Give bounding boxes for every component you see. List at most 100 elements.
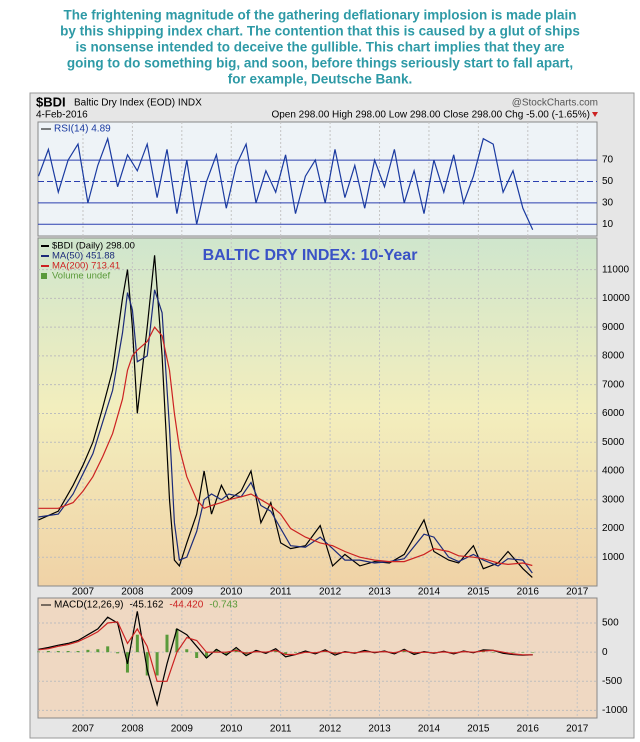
y-tick-label: 10 <box>602 219 614 230</box>
y-tick-label: 11000 <box>602 264 630 275</box>
y-tick-label: 70 <box>602 155 614 166</box>
legend-entry: MA(200) 713.41 <box>52 261 120 272</box>
series-line <box>38 255 533 578</box>
x-tick-label: 2016 <box>517 724 540 735</box>
histogram-bar <box>165 634 169 653</box>
x-tick-label: 2013 <box>368 587 391 598</box>
x-tick-label: 2008 <box>121 724 144 735</box>
panel: 10 30 50 70 RSI(14) 4.89 <box>37 121 614 237</box>
x-tick-label: 2017 <box>566 724 589 735</box>
index-name: Baltic Dry Index (EOD) INDX <box>74 98 202 109</box>
y-tick-label: 10000 <box>602 293 630 304</box>
y-tick-label: 6000 <box>602 408 625 419</box>
histogram-bar <box>36 651 40 653</box>
histogram-bar <box>155 652 159 676</box>
y-tick-label: 2000 <box>602 523 625 534</box>
x-tick-label: 2012 <box>319 724 342 735</box>
caption-line: The frightening magnitude of the gatheri… <box>63 8 576 23</box>
y-tick-label: 1000 <box>602 552 625 563</box>
legend-entry: MA(50) 451.88 <box>52 251 115 262</box>
series-line <box>38 621 533 682</box>
x-tick-label: 2010 <box>220 724 243 735</box>
legend-entry: -44.420 <box>169 600 203 611</box>
legend-entry: -45.162 <box>129 600 163 611</box>
legend-entry: RSI(14) 4.89 <box>54 124 111 135</box>
x-tick-label: 2016 <box>517 587 540 598</box>
histogram-bar <box>531 652 535 653</box>
y-tick-label: 9000 <box>602 322 625 333</box>
y-tick-label: -500 <box>602 676 622 687</box>
histogram-bar <box>116 652 120 654</box>
y-tick-label: 3000 <box>602 494 625 505</box>
caption-line: for example, Deutsche Bank. <box>228 72 413 87</box>
histogram-bar <box>521 652 525 653</box>
y-tick-label: 30 <box>602 198 614 209</box>
y-tick-label: 4000 <box>602 466 625 477</box>
y-tick-label: 500 <box>602 618 619 629</box>
quote: Open 298.00 High 298.00 Low 298.00 Close… <box>271 110 590 121</box>
histogram-bar <box>66 651 70 653</box>
x-tick-label: 2017 <box>566 587 589 598</box>
histogram-bar <box>76 651 80 653</box>
caption-line: going to do something big, and soon, bef… <box>67 56 573 71</box>
caption: The frightening magnitude of the gatheri… <box>60 8 580 87</box>
legend-entry: -0.743 <box>209 600 238 611</box>
panel-title: MACD(12,26,9) <box>54 600 123 611</box>
legend-entry: $BDI (Daily) 298.00 <box>52 241 135 252</box>
histogram-bar <box>106 646 110 653</box>
y-tick-label: 7000 <box>602 379 625 390</box>
histogram-bar <box>274 650 278 653</box>
y-tick-label: 0 <box>602 647 608 658</box>
x-tick-label: 2014 <box>418 724 441 735</box>
plot-area <box>37 237 598 587</box>
x-tick-label: 2013 <box>368 724 391 735</box>
histogram-bar <box>135 634 139 653</box>
x-tick-label: 2015 <box>467 587 490 598</box>
x-tick-label: 2010 <box>220 587 243 598</box>
x-tick-label: 2007 <box>72 587 95 598</box>
series-line <box>38 326 533 567</box>
x-tick-label: 2014 <box>418 587 441 598</box>
histogram-bar <box>284 652 288 655</box>
plot-area <box>37 121 598 237</box>
panel: 2007 2008 2009 2010 2011 2012 2013 2014 2015 2016… <box>36 597 628 735</box>
chart-title: BALTIC DRY INDEX: 10-Year <box>203 247 418 264</box>
histogram-bar <box>145 652 149 676</box>
legend-swatch <box>41 273 47 279</box>
y-tick-label: 50 <box>602 176 614 187</box>
x-tick-label: 2009 <box>171 587 194 598</box>
histogram-bar <box>205 652 209 658</box>
source: @StockCharts.com <box>512 98 598 109</box>
histogram-bar <box>511 652 515 653</box>
panel: 2007 2008 2009 2010 2011 2012 2013 2014 2015 2016… <box>37 237 630 598</box>
legend-entry: Volume undef <box>52 271 110 282</box>
histogram-bar <box>402 651 406 653</box>
histogram-bar <box>86 649 90 653</box>
series-line <box>37 136 534 231</box>
histogram-bar <box>46 651 50 653</box>
down-arrow <box>592 112 598 117</box>
histogram-bar <box>96 649 100 653</box>
histogram-bar <box>185 649 189 653</box>
x-tick-label: 2007 <box>72 724 95 735</box>
symbol: $BDI <box>36 94 66 109</box>
histogram-bar <box>175 628 179 653</box>
x-tick-label: 2008 <box>121 587 144 598</box>
x-tick-label: 2012 <box>319 587 342 598</box>
y-tick-label: 5000 <box>602 437 625 448</box>
x-tick-label: 2011 <box>270 587 292 598</box>
histogram-bar <box>294 652 298 653</box>
charts: 10 30 50 70 RSI(14) 4.89 2007 2008 2009 2010 2011… <box>36 121 630 735</box>
y-tick-label: 8000 <box>602 351 625 362</box>
date: 4-Feb-2016 <box>36 110 88 121</box>
histogram-bar <box>224 652 228 656</box>
histogram-bar <box>491 652 495 653</box>
histogram-bar <box>56 651 60 653</box>
x-tick-label: 2009 <box>171 724 194 735</box>
plot-area <box>37 597 598 719</box>
x-tick-label: 2011 <box>270 724 292 735</box>
y-tick-label: -1000 <box>602 705 628 716</box>
caption-line: is nonsense intended to deceive the gull… <box>75 40 565 55</box>
histogram-bar <box>195 652 199 658</box>
